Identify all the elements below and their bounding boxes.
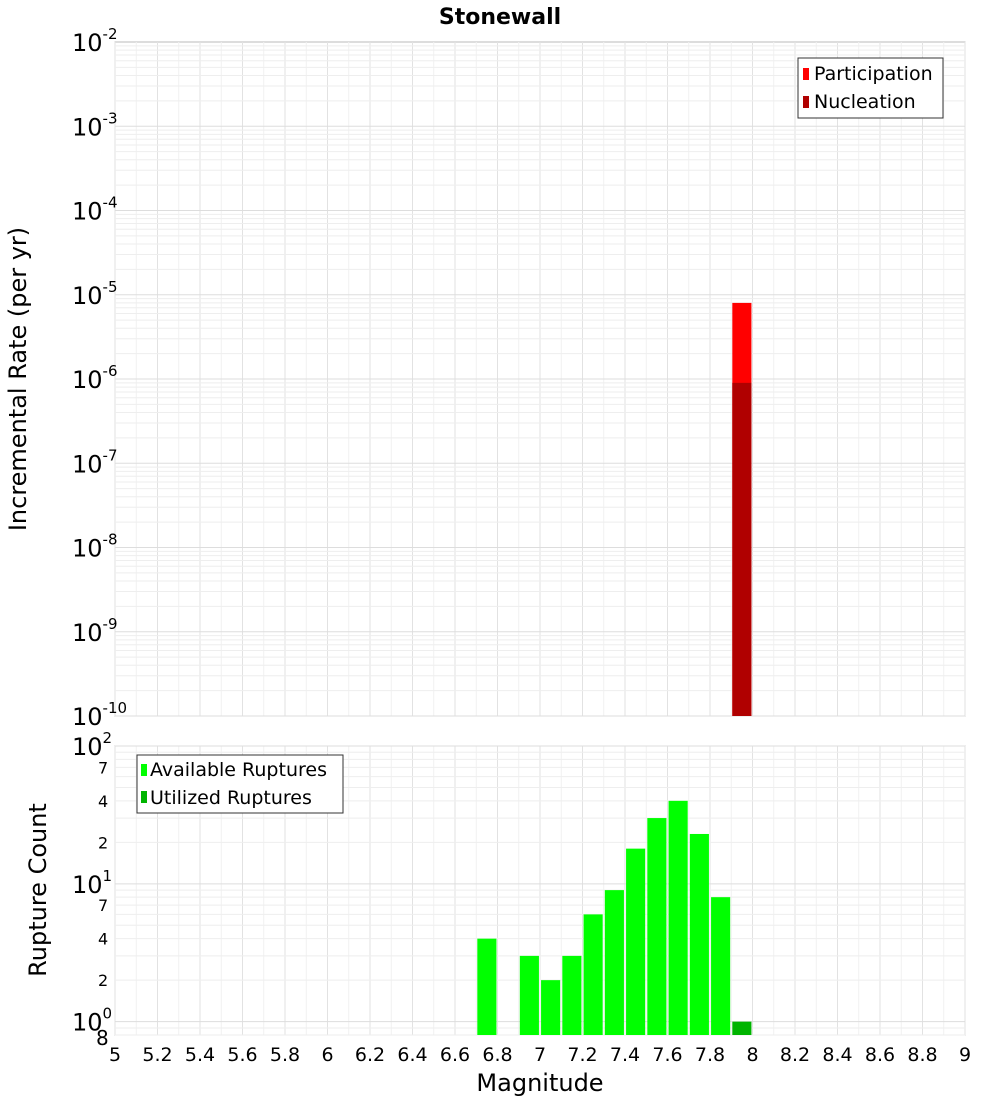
y-tick-label: 10-4 xyxy=(72,194,118,226)
y-tick-label: 100 xyxy=(72,1005,112,1037)
x-tick-label: 8.4 xyxy=(822,1044,852,1066)
x-tick-label: 6.8 xyxy=(482,1044,512,1066)
x-tick-label: 5.6 xyxy=(227,1044,257,1066)
available-ruptures-bar xyxy=(541,980,561,1035)
rupture-plot-bars xyxy=(477,800,752,1035)
legend-label-participation: Participation xyxy=(814,63,933,85)
y-tick-label: 4 xyxy=(98,792,108,811)
available-ruptures-bar xyxy=(477,938,497,1035)
x-tick-label: 8 xyxy=(746,1044,758,1066)
rupture-legend: Available Ruptures Utilized Ruptures xyxy=(136,754,344,814)
legend-label-utilized: Utilized Ruptures xyxy=(150,787,312,809)
x-tick-label: 6 xyxy=(321,1044,333,1066)
x-tick-label: 8.8 xyxy=(907,1044,937,1066)
y-tick-label: 8 xyxy=(96,1026,109,1050)
x-tick-label: 7.2 xyxy=(567,1044,597,1066)
utilized-ruptures-bar xyxy=(732,1021,752,1035)
rate-legend: Participation Nucleation xyxy=(797,57,944,119)
nucleation-bar xyxy=(732,382,752,716)
available-ruptures-bar xyxy=(689,833,709,1035)
magnitude-x-ticks: 5 5.2 5.4 5.6 5.8 6 6.2 6.4 6.6 6.8 7 7.2 7.4 7.6 7.8 8… xyxy=(109,1044,971,1066)
y-tick-label: 2 xyxy=(98,971,108,990)
rupture-y-axis-label: Rupture Count xyxy=(24,803,52,977)
rate-plot-y-ticks: 10-10 10-9 10-8 10-7 10-6 10-5 10-4 10-3 10-2 xyxy=(72,25,127,731)
y-tick-label: 7 xyxy=(98,896,108,915)
y-tick-label: 101 xyxy=(72,867,112,899)
x-tick-label: 8.2 xyxy=(780,1044,810,1066)
x-tick-label: 5.4 xyxy=(185,1044,215,1066)
x-tick-label: 5.2 xyxy=(142,1044,172,1066)
legend-swatch-available xyxy=(141,764,147,776)
y-tick-label: 10-8 xyxy=(72,531,118,563)
y-tick-label: 10-10 xyxy=(72,699,127,731)
x-tick-label: 6.4 xyxy=(397,1044,427,1066)
x-tick-label: 7.4 xyxy=(610,1044,640,1066)
x-tick-label: 9 xyxy=(959,1044,971,1066)
y-tick-label: 10-5 xyxy=(72,278,118,310)
rate-plot-grid xyxy=(114,42,966,717)
available-ruptures-bar xyxy=(668,800,688,1035)
y-tick-label: 10-3 xyxy=(72,109,118,141)
y-tick-label: 102 xyxy=(72,729,112,761)
x-tick-label: 7 xyxy=(534,1044,546,1066)
y-tick-label: 4 xyxy=(98,930,108,949)
x-tick-label: 6.2 xyxy=(355,1044,385,1066)
legend-swatch-participation xyxy=(803,68,809,80)
legend-label-available: Available Ruptures xyxy=(150,759,327,781)
rate-y-axis-label: Incremental Rate (per yr) xyxy=(4,227,32,531)
x-tick-label: 7.6 xyxy=(652,1044,682,1066)
y-tick-label: 10-2 xyxy=(72,25,118,57)
x-tick-label: 6.6 xyxy=(440,1044,470,1066)
available-ruptures-bar xyxy=(626,848,646,1035)
available-ruptures-bar xyxy=(583,914,603,1035)
available-ruptures-bar xyxy=(562,955,582,1035)
x-tick-label: 7.8 xyxy=(695,1044,725,1066)
x-tick-label: 8.6 xyxy=(865,1044,895,1066)
rate-plot: 10-10 10-9 10-8 10-7 10-6 10-5 10-4 10-3 10-2 In… xyxy=(4,25,966,731)
rate-plot-bars xyxy=(732,302,752,716)
legend-swatch-nucleation xyxy=(803,96,809,108)
y-tick-label: 10-6 xyxy=(72,362,118,394)
rupture-legend-box xyxy=(136,754,344,814)
rate-legend-box xyxy=(797,57,944,119)
x-tick-label: 5 xyxy=(109,1044,121,1066)
available-ruptures-bar xyxy=(519,955,539,1035)
y-tick-label: 7 xyxy=(98,758,108,777)
legend-swatch-utilized xyxy=(141,791,147,803)
magnitude-x-axis-label: Magnitude xyxy=(476,1069,603,1097)
legend-label-nucleation: Nucleation xyxy=(814,91,916,113)
available-ruptures-bar xyxy=(647,818,667,1035)
x-tick-label: 5.8 xyxy=(270,1044,300,1066)
chart-title: Stonewall xyxy=(439,5,561,30)
available-ruptures-bar xyxy=(711,897,731,1035)
y-tick-label: 2 xyxy=(98,833,108,852)
y-tick-label: 10-7 xyxy=(72,446,118,478)
y-tick-label: 10-9 xyxy=(72,615,118,647)
available-ruptures-bar xyxy=(604,890,624,1035)
